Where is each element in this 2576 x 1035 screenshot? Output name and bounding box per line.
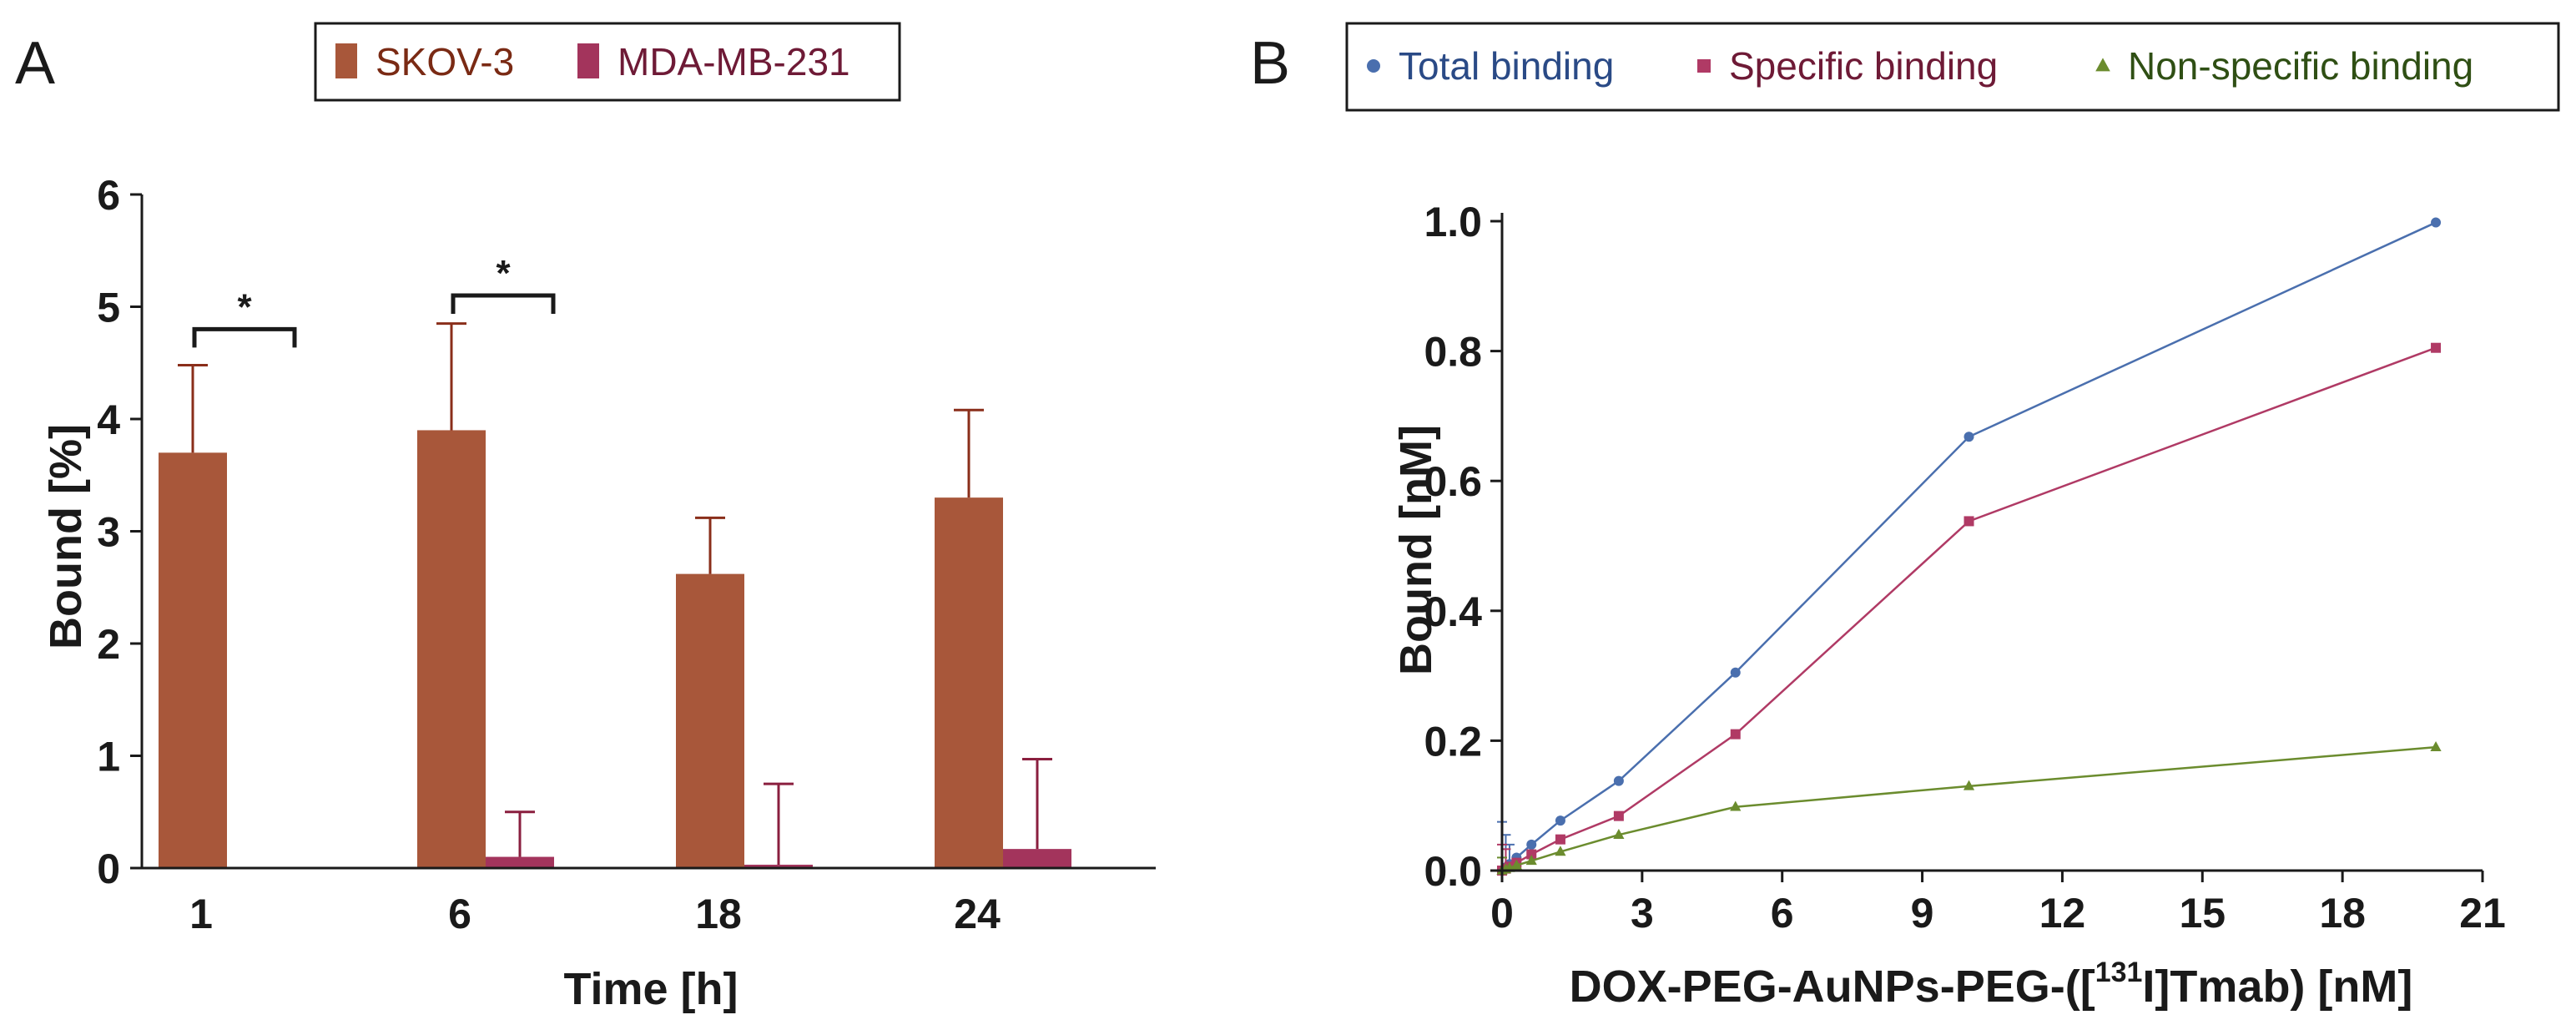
- series-line-total-binding: [1501, 221, 2437, 871]
- bar-skov3-6: [417, 430, 486, 868]
- panel-b-xtick-label: 6: [1771, 890, 1794, 937]
- data-point-specific-binding: [1730, 729, 1741, 740]
- legend-marker-total-binding: [1367, 59, 1380, 73]
- panel-b-xlabel: DOX-PEG-AuNPs-PEG-([131I]Tmab) [nM]: [1570, 957, 2413, 1012]
- data-point-total-binding: [1555, 815, 1565, 826]
- panel-b-xtick-label: 18: [2319, 890, 2366, 937]
- panel-b-xtick-label: 15: [2179, 890, 2226, 937]
- legend-marker-shape: [1697, 59, 1711, 73]
- panel-b-ytick-label: 1.0: [1424, 199, 1482, 245]
- panel-b-xlabel-superscript: 131: [2095, 957, 2143, 988]
- panel-b-ytick-label: 0.6: [1424, 458, 1482, 505]
- panel-a-xtick-label: 1: [189, 891, 213, 937]
- panel-b-xtick-label: 21: [2459, 890, 2506, 937]
- panel-a-legend: SKOV-3 MDA-MB-231: [314, 22, 901, 102]
- bar-mdamb231-6: [486, 856, 554, 868]
- panel-b-line-chart: 0.0 0.2 0.4 0.6 0.8 1.0 0 3 6 9 12 15 18 21: [1424, 199, 2505, 937]
- data-point-non-specific-binding: [1963, 780, 1975, 790]
- panel-a-ytick-label: 2: [97, 621, 120, 668]
- legend-marker-shape: [2095, 58, 2110, 72]
- panel-b-xtick-label: 12: [2039, 890, 2086, 937]
- panel-a-label: A: [15, 30, 55, 97]
- panel-a-ytick-label: 1: [97, 734, 120, 780]
- panel-a-ytick-label: 0: [97, 846, 120, 892]
- panel-b-xtick-label: 9: [1911, 890, 1934, 937]
- panel-b-xlabel-prefix: DOX-PEG-AuNPs-PEG-([: [1570, 962, 2095, 1012]
- legend-label-total-binding: Total binding: [1399, 44, 1614, 88]
- significance-bracket-6h: [451, 293, 556, 315]
- significance-star-1h: *: [237, 286, 252, 327]
- data-point-non-specific-binding: [2430, 740, 2442, 751]
- bar-mdamb231-18: [744, 864, 813, 868]
- data-point-specific-binding: [1555, 834, 1565, 845]
- series-line-non-specific-binding: [1501, 745, 2437, 872]
- legend-label-non-specific-binding: Non-specific binding: [2128, 44, 2473, 88]
- data-point-specific-binding: [1526, 849, 1537, 860]
- data-point-total-binding: [2431, 217, 2442, 228]
- legend-marker-shape: [1367, 59, 1380, 73]
- panel-b-ytick-label: 0.8: [1424, 329, 1482, 376]
- panel-a-xtick-label: 6: [448, 891, 471, 937]
- panel-b-label: B: [1250, 30, 1290, 97]
- data-point-non-specific-binding: [1613, 829, 1625, 840]
- legend-label-mdamb231: MDA-MB-231: [618, 40, 850, 83]
- panel-a-xtick-label: 18: [695, 891, 742, 937]
- panel-a-ytick-label: 4: [97, 396, 120, 443]
- panel-b-xtick-label: 0: [1490, 890, 1514, 937]
- bar-mdamb231-24: [1003, 849, 1071, 868]
- panel-b-xlabel-suffix: I]Tmab) [nM]: [2142, 962, 2412, 1012]
- legend-label-specific-binding: Specific binding: [1729, 44, 1998, 88]
- panel-b-legend: Total binding Specific binding Non-speci…: [1345, 22, 2560, 112]
- legend-label-skov3: SKOV-3: [376, 40, 514, 83]
- bar-skov3-1: [159, 452, 227, 868]
- data-point-total-binding: [1526, 839, 1537, 850]
- series-line-specific-binding: [1501, 346, 2437, 872]
- data-point-non-specific-binding: [1510, 859, 1522, 870]
- panel-a-bar-chart: 0 1 2 3 4 5 6 1 6 18 24 * *: [97, 172, 1156, 937]
- bar-skov3-18: [676, 573, 744, 868]
- panel-b-ytick-label: 0.0: [1424, 848, 1482, 895]
- data-point-specific-binding: [1613, 810, 1624, 821]
- bar-skov3-24: [935, 497, 1003, 868]
- data-point-total-binding: [1613, 775, 1624, 786]
- data-point-specific-binding: [2431, 342, 2442, 353]
- panel-a-ylabel: Bound [%]: [41, 424, 91, 649]
- data-point-non-specific-binding: [1555, 846, 1566, 856]
- significance-star-6h: *: [496, 253, 511, 294]
- legend-swatch-skov3: [335, 43, 357, 78]
- panel-a-xtick-label: 24: [954, 891, 1001, 937]
- significance-bracket-1h: [192, 326, 297, 348]
- legend-marker-specific-binding: [1697, 59, 1711, 73]
- panel-a-ytick-label: 3: [97, 509, 120, 556]
- panel-b-ytick-label: 0.2: [1424, 718, 1482, 765]
- legend-marker-non-specific-binding: [2095, 58, 2110, 72]
- panel-a-ytick-label: 5: [97, 285, 120, 331]
- data-point-total-binding: [1730, 667, 1741, 678]
- data-point-non-specific-binding: [1730, 800, 1742, 811]
- legend-swatch-mdamb231: [577, 43, 599, 78]
- data-point-specific-binding: [1964, 516, 1974, 527]
- data-point-total-binding: [1964, 432, 1974, 442]
- data-point-non-specific-binding: [1525, 855, 1537, 866]
- panel-b-ylabel: Bound [nM]: [1391, 425, 1441, 675]
- panel-a-ytick-label: 6: [97, 172, 120, 219]
- panel-a-xlabel: Time [h]: [563, 964, 738, 1014]
- panel-b-xtick-label: 3: [1631, 890, 1654, 937]
- panel-b-ytick-label: 0.4: [1424, 588, 1482, 635]
